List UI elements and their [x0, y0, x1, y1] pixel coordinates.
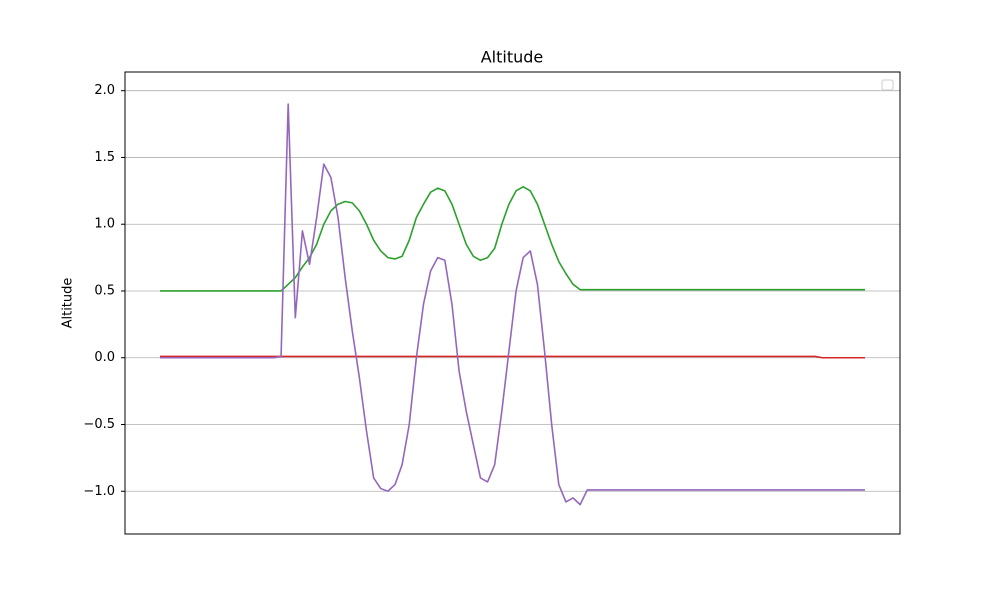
legend: [881, 79, 894, 91]
y-tick-label: −0.5: [83, 417, 115, 432]
y-tick-label: −1.0: [83, 484, 115, 499]
y-tick-label: 1.0: [94, 217, 115, 232]
y-tick-label: 2.0: [94, 83, 115, 98]
lines: [160, 103, 865, 506]
series-line: [160, 186, 865, 292]
plot-frame: [124, 71, 901, 535]
y-axis-label: Altitude: [61, 278, 76, 329]
y-tick-label: 1.5: [94, 150, 115, 165]
series-line: [160, 103, 865, 506]
y-tick-label: 0.0: [94, 350, 115, 365]
chart-title: Altitude: [481, 48, 544, 67]
y-tick-label: 0.5: [94, 283, 115, 298]
